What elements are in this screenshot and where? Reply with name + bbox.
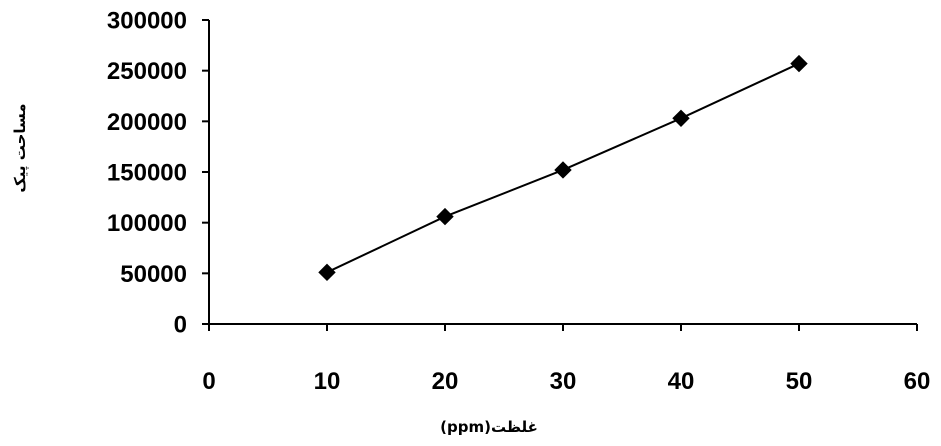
x-tick-label: 30 — [550, 368, 577, 395]
y-tick-label: 250000 — [107, 58, 187, 85]
y-axis-title: مساحت پیک — [11, 103, 30, 192]
x-tick-label: 60 — [904, 368, 931, 395]
x-ticks: 0 10 20 30 40 50 60 — [202, 324, 930, 395]
x-tick-label: 0 — [202, 368, 215, 395]
data-point — [554, 161, 572, 179]
x-axis-title: غلظت(ppm) — [440, 418, 538, 436]
y-ticks: 0 50000 100000 150000 200000 250000 300000 — [107, 8, 209, 339]
series-group — [318, 54, 808, 282]
y-tick-label: 300000 — [107, 8, 187, 35]
x-tick-label: 20 — [432, 368, 459, 395]
y-tick-label: 50000 — [120, 261, 187, 288]
data-point — [436, 207, 454, 226]
x-tick-label: 10 — [314, 368, 341, 395]
data-point — [790, 54, 808, 73]
y-tick-label: 200000 — [107, 109, 187, 136]
y-tick-label: 150000 — [107, 160, 187, 187]
y-tick-label: 100000 — [107, 210, 187, 237]
x-tick-label: 50 — [786, 368, 813, 395]
y-tick-label: 0 — [174, 312, 187, 339]
data-point — [318, 263, 336, 282]
x-tick-label: 40 — [668, 368, 695, 395]
data-point — [672, 109, 690, 128]
